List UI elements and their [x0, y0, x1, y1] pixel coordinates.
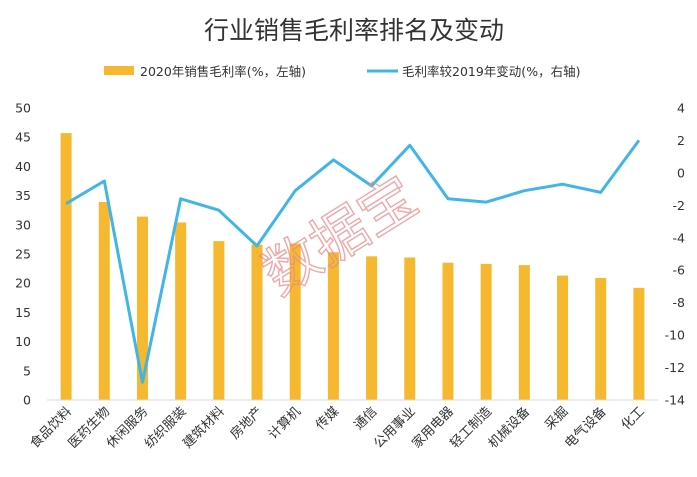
- category-label-9: 通信: [351, 404, 380, 433]
- right-tick-label: -4: [673, 230, 686, 245]
- bar-13: [518, 265, 530, 400]
- bar-16: [633, 287, 645, 400]
- bar-11: [442, 262, 454, 400]
- left-tick-label: 20: [15, 276, 31, 291]
- watermark: 数据宝: [252, 164, 429, 308]
- bar-6: [251, 244, 263, 400]
- left-axis-ticks: 0 5 10 15 20 25 30 35 40 45 50: [15, 101, 31, 408]
- right-tick-label: -8: [673, 295, 686, 310]
- bar-8: [327, 252, 339, 400]
- legend: 2020年销售毛利率(%，左轴) 毛利率较2019年变动(%，右轴): [104, 64, 580, 79]
- left-tick-label: 35: [15, 188, 31, 203]
- category-label-12: 轻工制造: [448, 404, 495, 451]
- bar-1: [60, 133, 72, 400]
- bar-3: [136, 216, 148, 400]
- left-tick-label: 25: [15, 247, 31, 262]
- category-label-7: 计算机: [266, 404, 304, 442]
- category-label-14: 采掘: [542, 404, 571, 433]
- category-label-2: 医药生物: [66, 404, 113, 451]
- bar-series: [60, 133, 645, 400]
- category-label-4: 纺织服装: [142, 404, 189, 451]
- category-label-1: 食品饮料: [27, 404, 75, 452]
- category-label-3: 休闲服务: [103, 404, 151, 452]
- chart-title: 行业销售毛利率排名及变动: [204, 16, 504, 45]
- category-label-15: 电气设备: [561, 404, 609, 452]
- category-label-10: 公用事业: [371, 404, 418, 451]
- right-tick-label: -2: [673, 198, 685, 213]
- right-axis-ticks: -14 -12 -10 -8 -6 -4 -2 0 2 4: [665, 101, 685, 408]
- bar-12: [480, 263, 492, 400]
- category-label-13: 机械设备: [485, 404, 533, 452]
- right-tick-label: 4: [677, 101, 685, 116]
- right-tick-label: 0: [677, 165, 685, 180]
- category-label-16: 化工: [619, 404, 648, 433]
- left-tick-label: 5: [23, 363, 31, 378]
- category-label-11: 家用电器: [409, 404, 457, 452]
- bar-2: [98, 202, 110, 400]
- line-series: [65, 139, 641, 384]
- category-label-6: 房地产: [227, 404, 266, 443]
- category-label-5: 建筑材料: [180, 404, 228, 452]
- legend-bar-label: 2020年销售毛利率(%，左轴): [140, 64, 306, 79]
- right-tick-label: -10: [665, 328, 685, 343]
- right-tick-label: -14: [665, 393, 685, 408]
- left-tick-label: 10: [15, 334, 31, 349]
- bar-4: [175, 222, 187, 400]
- right-tick-label: -6: [673, 263, 686, 278]
- left-tick-label: 50: [15, 101, 31, 116]
- bar-9: [366, 256, 378, 400]
- right-tick-label: 2: [677, 133, 685, 148]
- bar-7: [289, 243, 301, 400]
- bar-15: [595, 277, 607, 400]
- left-tick-label: 40: [15, 159, 31, 174]
- right-tick-label: -12: [665, 360, 685, 375]
- category-label-8: 传媒: [313, 404, 342, 433]
- legend-bar-swatch: [104, 66, 134, 75]
- left-tick-label: 30: [15, 217, 31, 232]
- left-tick-label: 0: [23, 393, 31, 408]
- bar-10: [404, 257, 416, 400]
- bar-14: [557, 275, 569, 400]
- bar-5: [213, 241, 225, 400]
- left-tick-label: 45: [15, 130, 31, 145]
- left-tick-label: 15: [15, 305, 31, 320]
- legend-line-label: 毛利率较2019年变动(%，右轴): [402, 64, 580, 79]
